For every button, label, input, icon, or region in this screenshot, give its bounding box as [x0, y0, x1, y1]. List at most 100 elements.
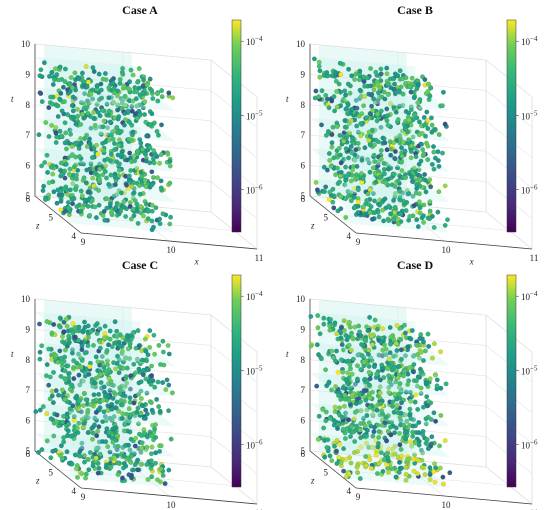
data-point	[367, 382, 372, 388]
data-point	[352, 439, 358, 444]
data-point	[158, 466, 164, 472]
data-point	[329, 132, 335, 138]
data-point	[326, 196, 332, 202]
data-point	[138, 140, 144, 146]
data-point	[349, 73, 355, 79]
data-point	[342, 392, 348, 398]
data-point	[341, 347, 346, 353]
data-point	[78, 100, 84, 105]
data-point	[404, 418, 410, 424]
data-point	[166, 382, 172, 388]
data-point	[354, 423, 360, 429]
data-point	[93, 354, 99, 360]
data-point	[62, 99, 67, 105]
data-point	[39, 99, 45, 105]
data-point	[39, 74, 45, 80]
data-point	[364, 407, 370, 413]
data-point	[141, 77, 147, 83]
data-point	[333, 172, 339, 178]
data-point	[391, 336, 397, 342]
data-point	[168, 214, 174, 220]
data-point	[143, 376, 149, 382]
data-point	[418, 385, 424, 391]
data-point	[42, 160, 48, 165]
z-tick-label: 4	[347, 231, 352, 241]
data-point	[136, 391, 142, 397]
data-point	[53, 130, 59, 136]
data-point	[84, 132, 90, 138]
data-point	[69, 461, 75, 467]
z-tick-label: 5	[49, 213, 54, 223]
data-point	[123, 355, 129, 361]
data-point	[403, 471, 409, 477]
data-point	[417, 106, 423, 111]
data-point	[122, 93, 128, 99]
data-point	[117, 385, 123, 391]
colorbar	[506, 274, 517, 488]
data-point	[329, 98, 335, 104]
x-tick-label: 11	[255, 508, 264, 510]
data-point	[130, 330, 136, 336]
data-point	[329, 140, 335, 146]
colorbar-tick-label: 10−4	[521, 35, 538, 47]
data-point	[153, 422, 158, 428]
data-point	[409, 443, 415, 449]
data-point	[65, 363, 71, 369]
data-point	[104, 175, 109, 181]
data-point	[416, 119, 422, 125]
data-point	[147, 160, 153, 166]
data-point	[341, 403, 347, 409]
data-point	[149, 474, 155, 480]
data-point	[121, 122, 127, 128]
data-point	[39, 447, 45, 453]
data-point	[101, 118, 107, 124]
slab	[310, 433, 453, 488]
data-point	[53, 125, 59, 130]
data-point	[149, 218, 155, 224]
data-point	[417, 336, 423, 342]
data-point	[85, 457, 91, 462]
data-point	[385, 176, 391, 182]
data-point	[411, 468, 417, 474]
data-point	[72, 70, 78, 76]
data-point	[121, 453, 127, 459]
data-point	[78, 364, 84, 370]
data-point	[357, 68, 363, 74]
data-point	[110, 136, 116, 142]
data-point	[388, 101, 393, 107]
data-point	[92, 170, 98, 176]
data-point	[386, 373, 392, 379]
data-point	[425, 143, 431, 149]
data-point	[115, 472, 121, 477]
data-point	[346, 398, 352, 404]
data-point	[426, 343, 432, 349]
data-point	[331, 205, 337, 211]
data-point	[155, 379, 161, 385]
data-point	[153, 205, 159, 211]
data-point	[102, 393, 108, 399]
data-point	[337, 60, 343, 66]
data-point	[93, 215, 99, 221]
data-point	[428, 441, 434, 447]
data-point	[66, 370, 72, 376]
data-point	[37, 90, 43, 96]
data-point	[47, 374, 53, 380]
data-point	[327, 327, 333, 333]
data-point	[435, 158, 441, 164]
data-point	[392, 364, 398, 370]
data-point	[143, 201, 149, 207]
t-axis-label: t	[286, 349, 289, 359]
data-point	[100, 213, 106, 218]
data-point	[422, 348, 428, 354]
data-point	[143, 348, 149, 354]
colorbar-tick-label: 10−5	[246, 109, 263, 121]
data-point	[156, 404, 162, 410]
data-point	[89, 155, 95, 161]
data-point	[74, 172, 79, 178]
data-point	[79, 440, 85, 446]
data-point	[155, 91, 160, 97]
data-point	[402, 330, 408, 336]
data-point	[135, 148, 141, 154]
colorbar-tick-label: 10−6	[246, 439, 263, 451]
